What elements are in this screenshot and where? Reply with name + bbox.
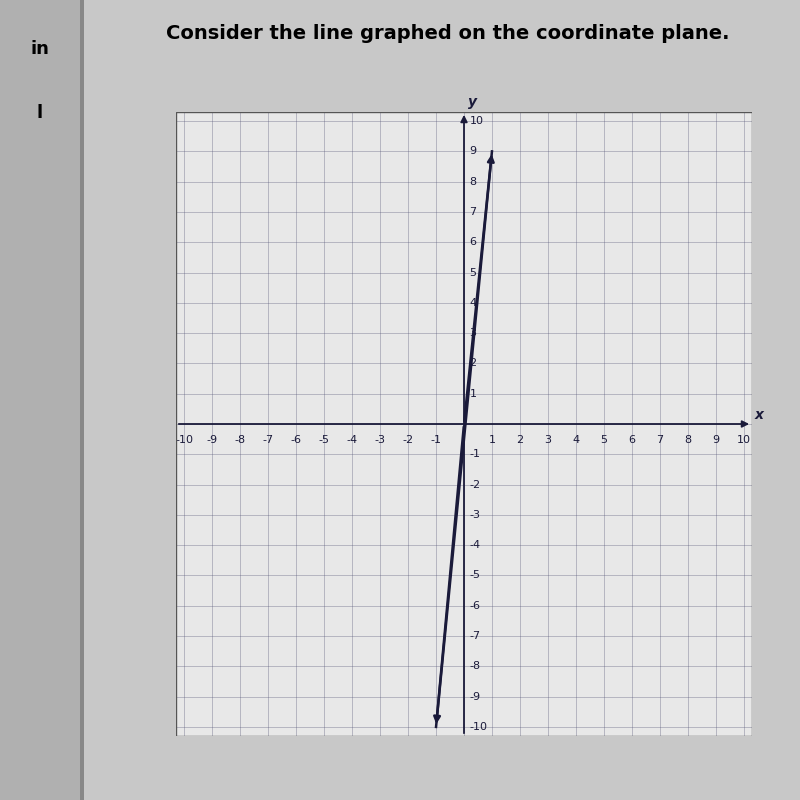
Text: -3: -3 xyxy=(470,510,481,520)
Text: -10: -10 xyxy=(470,722,487,732)
Text: 7: 7 xyxy=(656,434,663,445)
Text: 2: 2 xyxy=(516,434,523,445)
Text: -6: -6 xyxy=(290,434,302,445)
Text: 3: 3 xyxy=(544,434,551,445)
Text: 9: 9 xyxy=(712,434,719,445)
Text: 8: 8 xyxy=(470,177,477,186)
Text: -4: -4 xyxy=(470,540,481,550)
Text: -2: -2 xyxy=(470,479,481,490)
Text: -4: -4 xyxy=(346,434,358,445)
Text: -5: -5 xyxy=(470,570,481,581)
Text: 6: 6 xyxy=(470,238,477,247)
Text: in: in xyxy=(30,40,50,58)
Text: 5: 5 xyxy=(600,434,607,445)
Text: -9: -9 xyxy=(470,692,481,702)
Text: -3: -3 xyxy=(374,434,386,445)
Text: -2: -2 xyxy=(402,434,414,445)
Text: -10: -10 xyxy=(175,434,194,445)
Text: 8: 8 xyxy=(684,434,691,445)
Text: -6: -6 xyxy=(470,601,481,610)
Text: 9: 9 xyxy=(470,146,477,156)
Text: -8: -8 xyxy=(234,434,246,445)
Text: 4: 4 xyxy=(470,298,477,308)
Text: 7: 7 xyxy=(470,207,477,217)
Text: -1: -1 xyxy=(470,450,481,459)
Text: -7: -7 xyxy=(262,434,274,445)
Text: 2: 2 xyxy=(470,358,477,369)
Text: 4: 4 xyxy=(572,434,579,445)
Text: 6: 6 xyxy=(628,434,635,445)
Text: -1: -1 xyxy=(430,434,442,445)
Text: 1: 1 xyxy=(470,389,477,398)
Text: 5: 5 xyxy=(470,267,477,278)
Text: Consider the line graphed on the coordinate plane.: Consider the line graphed on the coordin… xyxy=(166,24,730,43)
Text: x: x xyxy=(754,408,764,422)
Text: 1: 1 xyxy=(489,434,495,445)
Text: 10: 10 xyxy=(737,434,750,445)
Text: -8: -8 xyxy=(470,662,481,671)
Text: l: l xyxy=(37,104,43,122)
Text: 3: 3 xyxy=(470,328,477,338)
Text: -9: -9 xyxy=(206,434,218,445)
Text: -7: -7 xyxy=(470,631,481,641)
Text: y: y xyxy=(468,95,477,109)
Text: 10: 10 xyxy=(470,116,483,126)
Text: -5: -5 xyxy=(318,434,330,445)
